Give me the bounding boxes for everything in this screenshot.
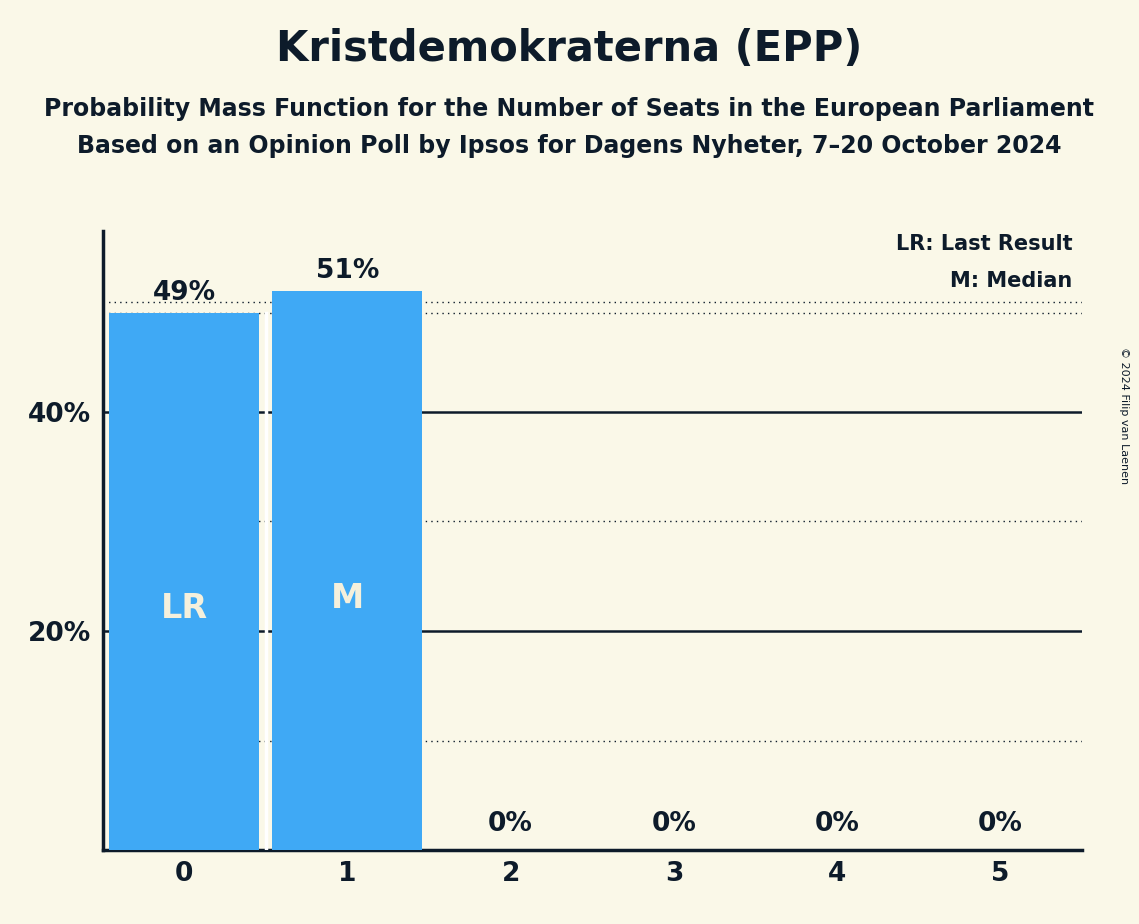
Text: 0%: 0% <box>978 811 1023 837</box>
Text: LR: Last Result: LR: Last Result <box>895 234 1072 254</box>
Bar <box>109 313 260 850</box>
Text: 0%: 0% <box>652 811 696 837</box>
Text: Based on an Opinion Poll by Ipsos for Dagens Nyheter, 7–20 October 2024: Based on an Opinion Poll by Ipsos for Da… <box>77 134 1062 158</box>
Text: 0%: 0% <box>489 811 533 837</box>
Text: 51%: 51% <box>316 258 379 284</box>
Text: LR: LR <box>161 592 207 625</box>
Text: M: Median: M: Median <box>950 272 1072 291</box>
Text: 0%: 0% <box>814 811 860 837</box>
Text: M: M <box>330 582 364 615</box>
Text: 49%: 49% <box>153 279 215 306</box>
Text: Probability Mass Function for the Number of Seats in the European Parliament: Probability Mass Function for the Number… <box>44 97 1095 121</box>
Text: © 2024 Filip van Laenen: © 2024 Filip van Laenen <box>1120 347 1129 484</box>
Text: Kristdemokraterna (EPP): Kristdemokraterna (EPP) <box>277 28 862 69</box>
Bar <box>272 291 423 850</box>
